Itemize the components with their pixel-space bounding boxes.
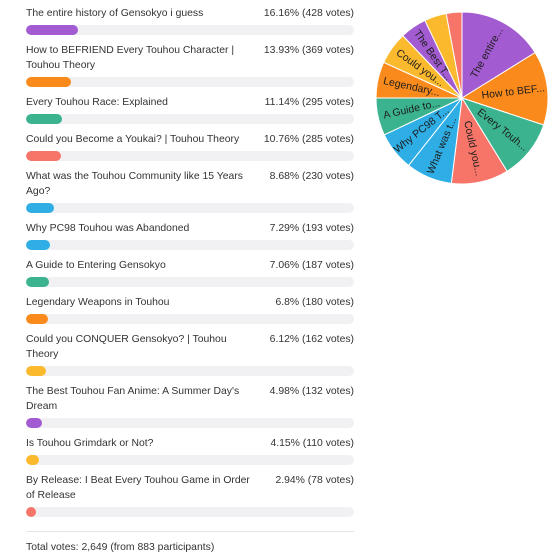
poll-bar-fill [26,114,63,124]
pie-slice [461,11,536,99]
poll-option-label: By Release: I Beat Every Touhou Game in … [26,475,250,501]
poll-bar-track [26,151,354,161]
poll-bar-fill [26,77,72,87]
poll-option: The Best Touhou Fan Anime: A Summer Day'… [26,384,354,428]
poll-option-stat: 11.14% (295 votes) [264,97,354,108]
poll-option: Could you Become a Youkai? | Touhou Theo… [26,132,354,161]
poll-bar-track [26,314,354,324]
poll-option: Could you CONQUER Gensokyo? | Touhou The… [26,332,354,376]
poll-option-label: What was the Touhou Community like 15 Ye… [26,171,243,197]
poll-option: A Guide to Entering Gensokyo 7.06% (187 v… [26,258,354,287]
poll-option-label: Why PC98 Touhou was Abandoned [26,223,190,234]
poll-option: Is Touhou Grimdark or Not? 4.15% (110 vot… [26,436,354,465]
pie-slice [445,11,463,99]
poll-bar-track [26,240,354,250]
poll-option-stat: 4.15% (110 votes) [270,438,354,449]
poll-option: By Release: I Beat Every Touhou Game in … [26,473,354,517]
poll-bar-fill [26,418,43,428]
poll-option-stat: 4.98% (132 votes) [269,386,354,397]
poll-option-label: The entire history of Gensokyo i guess [26,8,204,19]
poll-option-stat: 7.29% (193 votes) [269,223,354,234]
poll-bar-track [26,25,354,35]
total-votes: Total votes: 2,649 (from 883 participant… [26,542,215,553]
poll-option: Why PC98 Touhou was Abandoned 7.29% (193 … [26,221,354,250]
poll-option-label: A Guide to Entering Gensokyo [26,260,166,271]
poll-option-stat: 16.16% (428 votes) [263,8,354,19]
poll-results: The entire history of Gensokyo i guess 16… [26,6,354,525]
poll-option-label: Every Touhou Race: Explained [26,97,168,108]
poll-bar-fill [26,277,49,287]
poll-bar-track [26,114,354,124]
poll-option-label: Could you Become a Youkai? | Touhou Theo… [26,134,240,145]
poll-bar-track [26,455,354,465]
poll-option: How to BEFRIEND Every Touhou Character |… [26,43,354,87]
poll-bar-track [26,418,354,428]
poll-bar-fill [26,366,46,376]
poll-option-label: Is Touhou Grimdark or Not? [26,438,154,449]
poll-option-label: Could you CONQUER Gensokyo? | Touhou The… [26,334,227,360]
poll-bar-track [26,77,354,87]
poll-option: The entire history of Gensokyo i guess 16… [26,6,354,35]
poll-option-stat: 6.8% (180 votes) [275,297,354,308]
poll-option-label: The Best Touhou Fan Anime: A Summer Day'… [26,386,240,412]
poll-bar-track [26,507,354,517]
poll-bar-track [26,203,354,213]
poll-option-label: How to BEFRIEND Every Touhou Character |… [26,45,235,71]
poll-option-stat: 8.68% (230 votes) [269,171,354,182]
poll-bar-track [26,366,354,376]
poll-bar-track [26,277,354,287]
poll-bar-fill [26,25,79,35]
poll-bar-fill [26,240,50,250]
poll-option-stat: 2.94% (78 votes) [275,475,354,486]
poll-bar-fill [26,314,49,324]
poll-option: Every Touhou Race: Explained 11.14% (295 … [26,95,354,124]
poll-option-stat: 7.06% (187 votes) [269,260,354,271]
poll-option: What was the Touhou Community like 15 Ye… [26,169,354,213]
poll-bar-fill [26,455,40,465]
divider [26,531,354,532]
pie-slice [460,51,549,126]
poll-option-label: Legendary Weapons in Touhou [26,297,170,308]
poll-option-stat: 6.12% (162 votes) [269,334,354,345]
poll-bar-fill [26,507,36,517]
pie-chart: The entire...How to BEF...Every Touh...C… [375,11,549,185]
poll-option-stat: 13.93% (369 votes) [263,45,354,56]
poll-option-stat: 10.76% (285 votes) [263,134,354,145]
poll-option: Legendary Weapons in Touhou 6.8% (180 vot… [26,295,354,324]
poll-bar-fill [26,203,55,213]
poll-bar-fill [26,151,61,161]
